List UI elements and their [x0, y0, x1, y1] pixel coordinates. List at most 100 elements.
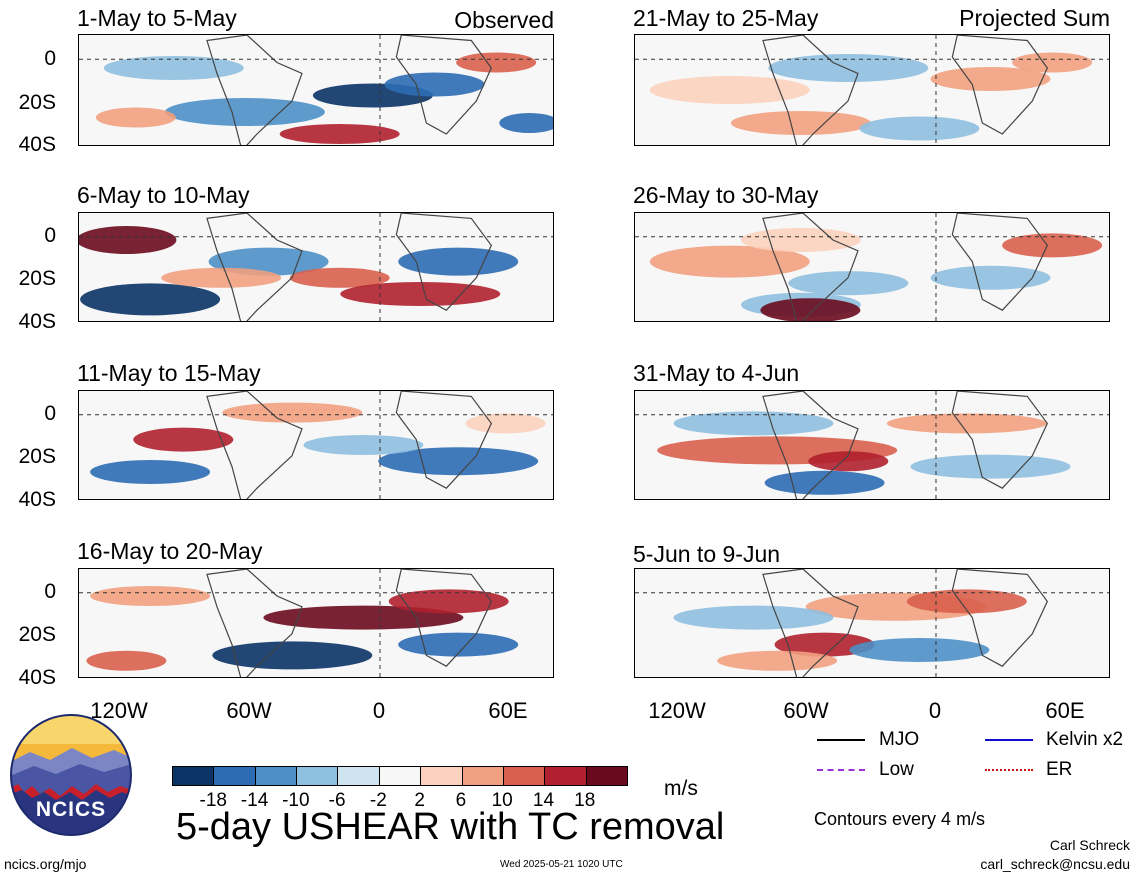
- south-america-outline: [206, 569, 303, 677]
- legend-line-mjo: [817, 739, 865, 741]
- colorbar-swatch: [173, 767, 215, 785]
- shear-anomaly: [849, 638, 990, 662]
- xtick-0-right: 0: [928, 698, 942, 723]
- colorbar-label: -10: [282, 790, 310, 811]
- logo-text: NCICS: [35, 798, 107, 821]
- xtick-60e-left: 60E: [488, 698, 528, 723]
- shear-anomaly: [340, 282, 501, 306]
- map-field: [79, 213, 553, 321]
- legend-line-low: [817, 769, 865, 771]
- figure-title: 5-day USHEAR with TC removal: [176, 806, 725, 848]
- shear-anomaly: [133, 427, 234, 452]
- africa-outline: [395, 213, 493, 311]
- ytick-40s-p4: 40S: [18, 666, 56, 689]
- shear-anomaly: [398, 632, 519, 657]
- colorbar-label: 6: [455, 790, 467, 811]
- shear-anomaly: [456, 52, 537, 73]
- shear-anomaly: [649, 245, 810, 278]
- shear-anomaly: [90, 460, 211, 484]
- panel-note-observed: Observed: [454, 7, 554, 33]
- map-field: [635, 569, 1109, 677]
- legend-line-kelvin: [985, 739, 1033, 741]
- ytick-20s-p3: 20S: [18, 445, 56, 468]
- legend-line-er: [985, 769, 1033, 771]
- legend-label-mjo: MJO: [879, 729, 920, 750]
- shear-anomaly: [859, 116, 980, 141]
- shear-anomaly: [673, 411, 834, 436]
- map-panel-3: [78, 390, 554, 500]
- shear-anomaly: [910, 454, 1071, 479]
- legend-label-kelvin: Kelvin x2: [1046, 729, 1124, 750]
- shear-anomaly: [673, 605, 834, 630]
- shear-anomaly: [499, 113, 553, 133]
- south-america-outline: [762, 35, 859, 145]
- shear-anomaly: [388, 589, 509, 614]
- colorbar-label: 18: [574, 790, 596, 811]
- ytick-0-p2: 0: [44, 224, 56, 247]
- site-link[interactable]: ncics.org/mjo: [4, 856, 87, 872]
- colorbar-swatch: [421, 767, 463, 785]
- panel-title-6: 26-May to 30-May: [633, 182, 819, 208]
- timestamp: Wed 2025-05-21 1020 UTC: [500, 859, 623, 870]
- shear-anomaly: [222, 402, 363, 423]
- map-field: [635, 391, 1109, 499]
- shear-anomaly: [303, 435, 424, 455]
- shear-anomaly: [263, 605, 464, 630]
- shear-anomaly: [103, 56, 244, 80]
- colorbar-label: 14: [532, 790, 555, 811]
- shear-anomaly: [906, 589, 1027, 614]
- africa-outline: [951, 35, 1049, 135]
- colorbar: [172, 766, 628, 786]
- colorbar-swatch: [586, 767, 627, 785]
- map-field: [79, 569, 553, 677]
- shear-anomaly: [808, 451, 889, 472]
- xtick-60w-left: 60W: [226, 698, 272, 723]
- xtick-0-left: 0: [372, 698, 386, 723]
- shear-anomaly: [1012, 52, 1093, 73]
- colorbar-label: -18: [199, 790, 227, 811]
- ncics-logo: NCICS: [10, 714, 132, 836]
- map-panel-4: [78, 568, 554, 678]
- units-label: m/s: [664, 777, 698, 800]
- africa-outline: [951, 569, 1049, 667]
- map-field: [635, 35, 1109, 145]
- map-panel-7: [634, 390, 1110, 500]
- xtick-120w-left: 120W: [90, 698, 148, 723]
- map-panel-6: [634, 212, 1110, 322]
- ytick-40s-p1: 40S: [18, 133, 56, 156]
- contours-note: Contours every 4 m/s: [814, 809, 986, 829]
- south-america-outline: [762, 213, 859, 321]
- panel-title-2: 6-May to 10-May: [77, 182, 250, 208]
- shear-anomaly: [86, 650, 167, 671]
- author-email[interactable]: carl_schreck@ncsu.edu: [980, 856, 1130, 872]
- colorbar-label: -2: [369, 790, 387, 811]
- africa-outline: [951, 213, 1049, 311]
- shear-anomaly: [289, 267, 390, 288]
- ytick-0-p4: 0: [44, 580, 56, 603]
- map-field: [635, 213, 1109, 321]
- south-america-outline: [762, 569, 859, 677]
- south-america-outline: [206, 213, 303, 321]
- africa-outline: [395, 569, 493, 667]
- map-panel-5: [634, 34, 1110, 146]
- shear-anomaly: [95, 107, 176, 128]
- ytick-0-p3: 0: [44, 402, 56, 425]
- panel-title-3: 11-May to 15-May: [77, 360, 261, 386]
- ytick-20s-p4: 20S: [18, 623, 56, 646]
- africa-outline: [951, 391, 1049, 489]
- colorbar-label: 10: [491, 790, 513, 811]
- colorbar-label: -6: [328, 790, 346, 811]
- south-america-outline: [206, 391, 303, 499]
- map-field: [79, 391, 553, 499]
- colorbar-swatch: [338, 767, 380, 785]
- colorbar-label: -14: [240, 790, 269, 811]
- legend-label-er: ER: [1046, 759, 1073, 780]
- shear-anomaly: [740, 228, 861, 252]
- ytick-0-p1: 0: [44, 47, 56, 70]
- shear-anomaly: [760, 298, 861, 321]
- ytick-20s-p2: 20S: [18, 267, 56, 290]
- map-panel-1: [78, 34, 554, 146]
- shear-anomaly: [717, 650, 838, 671]
- colorbar-swatch: [379, 767, 422, 785]
- shear-anomaly: [80, 283, 221, 316]
